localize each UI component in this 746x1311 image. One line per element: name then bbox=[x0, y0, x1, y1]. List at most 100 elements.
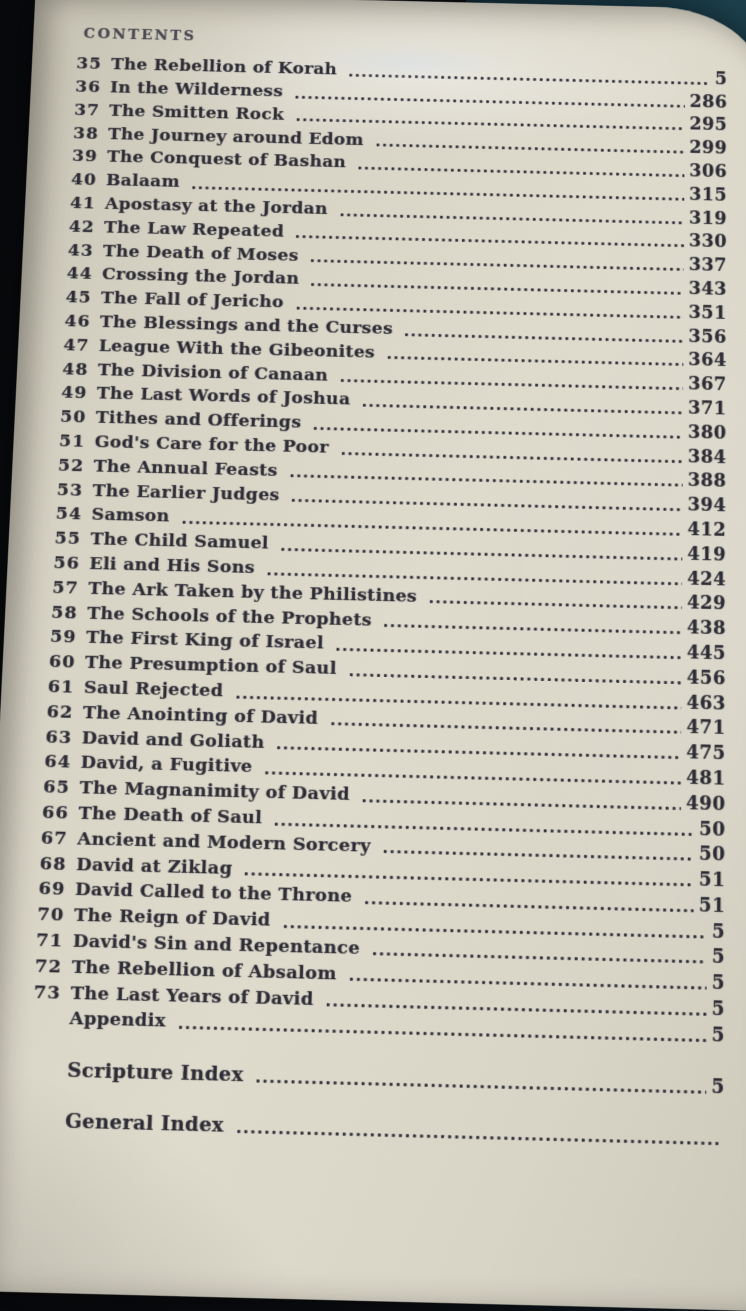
chapter-number: 40 bbox=[71, 172, 105, 192]
chapter-number: 61 bbox=[47, 679, 82, 700]
chapter-number: 42 bbox=[68, 219, 102, 239]
page-number: 337 bbox=[689, 257, 727, 278]
page-number: 50 bbox=[699, 820, 726, 842]
page-number: 475 bbox=[686, 744, 726, 766]
chapter-number: 50 bbox=[60, 409, 94, 430]
page-number: 299 bbox=[689, 140, 727, 161]
chapter-number: 35 bbox=[76, 56, 110, 76]
page-number: 330 bbox=[689, 233, 727, 254]
chapter-number: 59 bbox=[50, 629, 85, 650]
page-number: 5 bbox=[712, 923, 725, 945]
dot-leader bbox=[256, 1077, 707, 1096]
chapter-number: 69 bbox=[38, 881, 74, 903]
page-number: 319 bbox=[689, 210, 727, 231]
toc-row: Scripture Index 5 bbox=[30, 1057, 725, 1101]
page-number: 380 bbox=[688, 424, 727, 445]
chapter-title: Appendix bbox=[67, 1011, 172, 1035]
chapter-number: 68 bbox=[39, 855, 75, 877]
toc-row: General Index bbox=[27, 1108, 724, 1152]
chapter-number: 70 bbox=[37, 907, 73, 929]
page-number: 343 bbox=[689, 281, 727, 302]
chapter-number: 41 bbox=[69, 196, 103, 216]
page-number: 394 bbox=[687, 497, 726, 519]
page-number: 364 bbox=[688, 352, 727, 373]
chapter-number: 62 bbox=[46, 704, 81, 726]
page-number: 445 bbox=[687, 644, 726, 666]
page-number: 351 bbox=[688, 304, 726, 325]
page-number: 388 bbox=[688, 472, 727, 494]
page-number: 438 bbox=[687, 619, 726, 641]
page-number: 481 bbox=[686, 769, 726, 791]
page-number: 356 bbox=[688, 328, 727, 349]
chapter-number bbox=[27, 1131, 62, 1135]
chapter-number bbox=[30, 1080, 65, 1084]
page-number: 286 bbox=[689, 93, 727, 113]
chapter-number bbox=[32, 1028, 67, 1032]
page-number: 456 bbox=[687, 669, 726, 691]
chapter-number: 57 bbox=[52, 580, 87, 601]
page-number: 471 bbox=[686, 719, 725, 741]
page-number: 51 bbox=[699, 871, 726, 893]
chapter-number: 58 bbox=[51, 604, 86, 625]
chapter-title: Saul Rejected bbox=[81, 680, 229, 704]
dot-leader bbox=[178, 1023, 707, 1044]
chapter-number: 60 bbox=[48, 654, 83, 675]
page-number: 295 bbox=[689, 117, 727, 138]
chapter-number: 67 bbox=[40, 830, 75, 852]
page-number: 5 bbox=[712, 974, 725, 996]
chapter-number: 38 bbox=[73, 126, 107, 146]
page-number: 51 bbox=[699, 897, 726, 919]
page-number: 5 bbox=[712, 949, 725, 971]
chapter-number: 72 bbox=[34, 958, 70, 980]
toc-list: 35 The Rebellion of Korah 5 36 In the Wi… bbox=[27, 52, 727, 1152]
chapter-title: Samson bbox=[89, 507, 176, 529]
chapter-number: 52 bbox=[57, 458, 92, 479]
chapter-number: 71 bbox=[36, 932, 72, 954]
chapter-number: 73 bbox=[33, 984, 69, 1006]
chapter-number: 36 bbox=[75, 79, 109, 99]
chapter-number: 51 bbox=[59, 434, 94, 455]
chapter-number: 65 bbox=[43, 779, 78, 801]
chapter-title: Eli and His Sons bbox=[87, 556, 261, 581]
page-number: 424 bbox=[687, 570, 726, 592]
page-number: 5 bbox=[712, 1026, 725, 1048]
page-number: 371 bbox=[688, 400, 727, 421]
page-number: 412 bbox=[687, 521, 726, 543]
chapter-number: 56 bbox=[53, 555, 88, 576]
chapter-title: David, a Fugitive bbox=[78, 755, 259, 780]
chapter-number: 46 bbox=[64, 314, 98, 334]
page-number: 5 bbox=[712, 1000, 725, 1022]
page-number: 463 bbox=[686, 694, 725, 716]
page-number: 384 bbox=[688, 448, 727, 469]
chapter-number: 63 bbox=[45, 729, 80, 751]
chapter-number: 39 bbox=[72, 149, 106, 169]
chapter-title: General Index bbox=[62, 1112, 230, 1140]
chapter-number: 37 bbox=[74, 103, 108, 123]
chapter-number: 66 bbox=[41, 805, 76, 827]
chapter-number: 48 bbox=[62, 361, 96, 382]
page-number: 490 bbox=[686, 795, 726, 817]
chapter-number: 47 bbox=[63, 337, 97, 358]
page-number: 419 bbox=[687, 546, 726, 568]
chapter-number: 49 bbox=[61, 385, 95, 406]
chapter-number: 43 bbox=[67, 243, 101, 263]
chapter-title: Scripture Index bbox=[65, 1061, 250, 1089]
contents-header: CONTENTS bbox=[83, 25, 746, 58]
page-number: 429 bbox=[687, 595, 726, 617]
page-number: 315 bbox=[689, 186, 727, 207]
page-number: 5 bbox=[711, 1078, 725, 1101]
chapter-number: 64 bbox=[44, 754, 79, 776]
page-number: 50 bbox=[699, 846, 726, 868]
chapter-title: David at Ziklag bbox=[74, 856, 239, 881]
page-number: 5 bbox=[715, 71, 728, 91]
chapter-number: 45 bbox=[65, 290, 99, 310]
page-number: 306 bbox=[689, 163, 727, 184]
chapter-title: Balaam bbox=[104, 173, 186, 194]
dot-leader bbox=[236, 1128, 720, 1148]
chapter-number: 55 bbox=[54, 531, 89, 552]
page-number: 367 bbox=[688, 376, 727, 397]
chapter-number: 44 bbox=[66, 266, 100, 286]
chapter-number: 53 bbox=[56, 482, 91, 503]
chapter-number: 54 bbox=[55, 506, 90, 527]
